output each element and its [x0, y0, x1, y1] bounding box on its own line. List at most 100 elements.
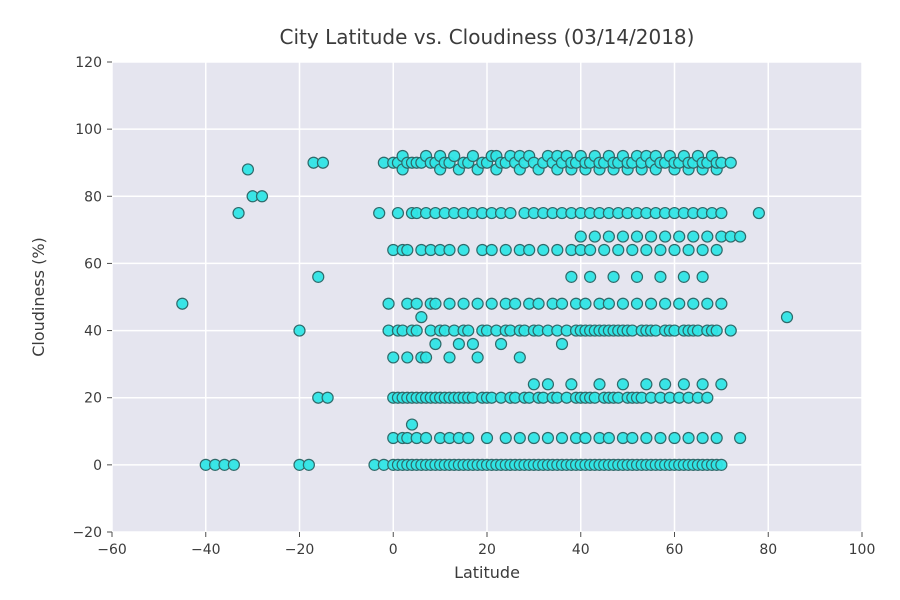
data-point: [472, 352, 483, 363]
xtick-label: −20: [285, 542, 315, 558]
data-point: [557, 298, 568, 309]
data-point: [467, 339, 478, 350]
data-point: [514, 433, 525, 444]
data-point: [711, 245, 722, 256]
data-point: [641, 245, 652, 256]
data-point: [557, 339, 568, 350]
data-point: [233, 208, 244, 219]
data-point: [655, 271, 666, 282]
data-point: [674, 231, 685, 242]
data-point: [617, 379, 628, 390]
data-point: [613, 245, 624, 256]
data-point: [669, 245, 680, 256]
data-point: [472, 298, 483, 309]
data-point: [500, 433, 511, 444]
data-point: [317, 157, 328, 168]
data-point: [646, 231, 657, 242]
data-point: [383, 298, 394, 309]
data-point: [430, 339, 441, 350]
data-point: [510, 298, 521, 309]
xtick-label: 20: [478, 542, 496, 558]
data-point: [603, 298, 614, 309]
data-point: [632, 231, 643, 242]
data-point: [500, 245, 511, 256]
data-point: [482, 433, 493, 444]
data-point: [407, 419, 418, 430]
data-point: [725, 325, 736, 336]
data-point: [660, 231, 671, 242]
data-point: [688, 231, 699, 242]
data-point: [552, 245, 563, 256]
data-point: [528, 433, 539, 444]
data-point: [524, 245, 535, 256]
data-point: [603, 231, 614, 242]
data-point: [782, 312, 793, 323]
data-point: [458, 245, 469, 256]
x-axis-label: Latitude: [454, 563, 520, 582]
data-point: [566, 271, 577, 282]
ytick-label: 0: [93, 458, 102, 474]
data-point: [528, 379, 539, 390]
data-point: [430, 298, 441, 309]
chart-svg: −60−40−20020406080100−20020406080100120L…: [0, 0, 900, 600]
data-point: [421, 352, 432, 363]
xtick-label: 100: [849, 542, 876, 558]
data-point: [444, 352, 455, 363]
data-point: [753, 208, 764, 219]
data-point: [392, 208, 403, 219]
data-point: [599, 245, 610, 256]
data-point: [608, 271, 619, 282]
data-point: [669, 433, 680, 444]
ytick-label: 60: [84, 256, 102, 272]
data-point: [683, 245, 694, 256]
data-point: [580, 433, 591, 444]
data-point: [655, 245, 666, 256]
data-point: [697, 433, 708, 444]
data-point: [646, 298, 657, 309]
data-point: [458, 298, 469, 309]
data-point: [585, 271, 596, 282]
data-point: [678, 379, 689, 390]
data-point: [463, 325, 474, 336]
data-point: [303, 459, 314, 470]
data-point: [716, 298, 727, 309]
data-point: [716, 459, 727, 470]
data-point: [566, 379, 577, 390]
data-point: [421, 433, 432, 444]
data-point: [557, 433, 568, 444]
data-point: [505, 208, 516, 219]
data-point: [575, 231, 586, 242]
data-point: [697, 379, 708, 390]
data-point: [411, 325, 422, 336]
data-point: [486, 298, 497, 309]
data-point: [294, 325, 305, 336]
data-point: [533, 298, 544, 309]
data-point: [702, 231, 713, 242]
data-point: [702, 392, 713, 403]
ytick-label: 80: [84, 189, 102, 205]
ytick-label: 120: [75, 55, 102, 71]
data-point: [467, 151, 478, 162]
data-point: [542, 379, 553, 390]
xtick-label: 40: [572, 542, 590, 558]
data-point: [674, 298, 685, 309]
data-point: [641, 379, 652, 390]
data-point: [711, 325, 722, 336]
data-point: [313, 271, 324, 282]
xtick-label: 60: [666, 542, 684, 558]
ytick-label: −20: [72, 525, 102, 541]
data-point: [580, 298, 591, 309]
data-point: [697, 271, 708, 282]
data-point: [322, 392, 333, 403]
data-point: [711, 433, 722, 444]
data-point: [627, 433, 638, 444]
data-point: [374, 208, 385, 219]
data-point: [617, 231, 628, 242]
data-point: [444, 245, 455, 256]
data-point: [242, 164, 253, 175]
data-point: [388, 352, 399, 363]
data-point: [585, 245, 596, 256]
data-point: [402, 245, 413, 256]
data-point: [416, 312, 427, 323]
data-point: [735, 433, 746, 444]
